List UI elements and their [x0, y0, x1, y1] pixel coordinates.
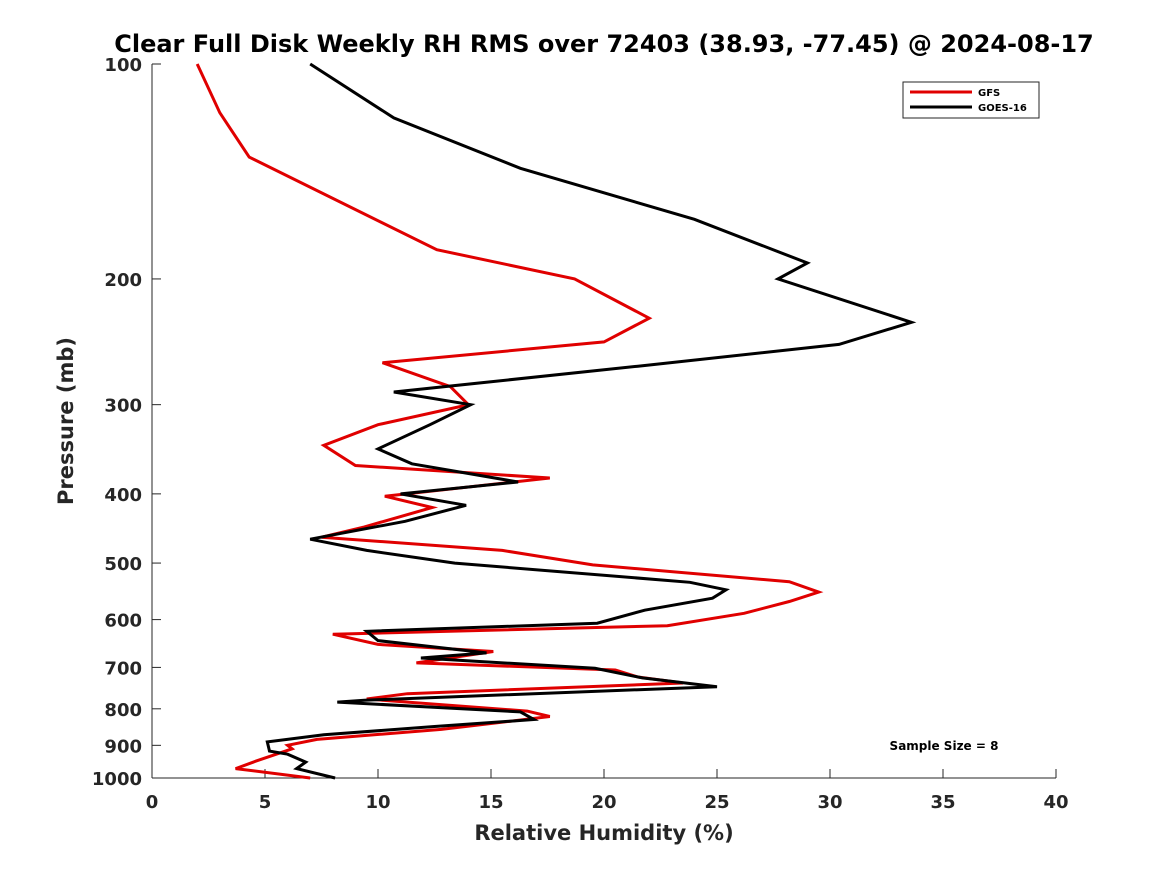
y-tick-label: 800	[104, 700, 142, 721]
x-ticks: 0 5 10 15 20 25 30 35 40	[146, 769, 1069, 813]
x-axis-label: Relative Humidity (%)	[474, 821, 733, 845]
y-tick-label: 1000	[92, 769, 142, 790]
legend: GFS GOES-16	[902, 81, 1040, 119]
series-line-gfs	[195, 63, 824, 780]
x-tick-label: 10	[365, 792, 390, 813]
y-tick-label: 400	[104, 485, 142, 506]
series-group	[195, 62, 917, 780]
y-tick-label: 300	[104, 396, 142, 417]
y-tick-label: 700	[104, 658, 142, 679]
legend-label-gfs: GFS	[978, 88, 1000, 99]
x-tick-label: 5	[259, 792, 272, 813]
chart-title: Clear Full Disk Weekly RH RMS over 72403…	[114, 30, 1094, 58]
x-tick-label: 35	[930, 792, 955, 813]
y-tick-label: 600	[104, 611, 142, 632]
y-tick-label: 200	[104, 270, 142, 291]
legend-box	[902, 81, 1040, 119]
x-tick-label: 15	[478, 792, 503, 813]
x-tick-label: 20	[591, 792, 616, 813]
x-tick-label: 30	[817, 792, 842, 813]
x-tick-label: 0	[146, 792, 159, 813]
y-tick-label: 500	[104, 554, 142, 575]
legend-label-goes16: GOES-16	[978, 103, 1027, 114]
y-ticks: 100 200 300 400 500 600 700 800 900 1000	[92, 55, 161, 790]
y-tick-label: 100	[104, 55, 142, 76]
x-tick-label: 40	[1043, 792, 1068, 813]
y-axis-label: Pressure (mb)	[54, 337, 78, 505]
x-tick-label: 25	[704, 792, 729, 813]
series-line-goes-16	[265, 62, 917, 780]
sample-size-annotation: Sample Size = 8	[890, 739, 999, 753]
y-tick-label: 900	[104, 736, 142, 757]
